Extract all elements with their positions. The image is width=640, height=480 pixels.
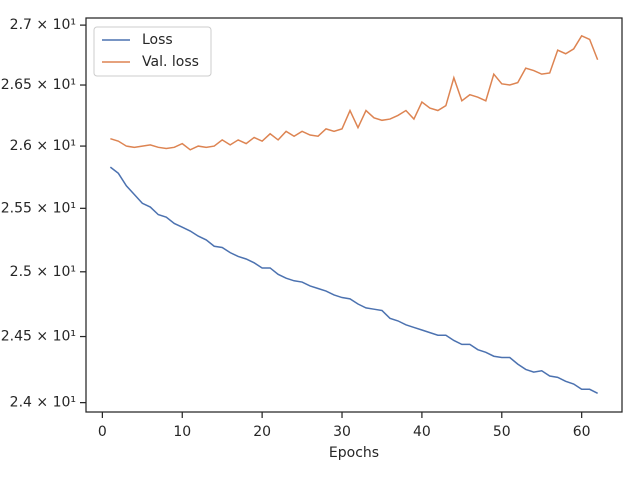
y-tick-label: 2.5 × 10¹ (10, 264, 76, 280)
line-series (110, 34, 599, 151)
x-tick-label: 50 (493, 424, 511, 440)
x-tick-label: 10 (173, 424, 191, 440)
y-tick-label: 2.7 × 10¹ (10, 17, 76, 33)
legend-label: Loss (142, 32, 173, 48)
x-tick-label: 20 (253, 424, 271, 440)
x-tick-label: 0 (98, 424, 107, 440)
legend-label: Val. loss (142, 54, 199, 70)
x-tick-label: 60 (573, 424, 591, 440)
y-tick-label: 2.55 × 10¹ (1, 200, 76, 216)
y-tick-label: 2.6 × 10¹ (10, 138, 76, 154)
y-tick-label: 2.65 × 10¹ (1, 77, 76, 93)
line-series (109, 166, 598, 394)
x-tick-label: 40 (413, 424, 431, 440)
y-tick-label: 2.4 × 10¹ (10, 395, 76, 411)
x-tick-label: 30 (333, 424, 351, 440)
plot-frame (85, 17, 623, 413)
x-axis-label: Epochs (329, 445, 379, 461)
y-tick-label: 2.45 × 10¹ (1, 329, 76, 345)
